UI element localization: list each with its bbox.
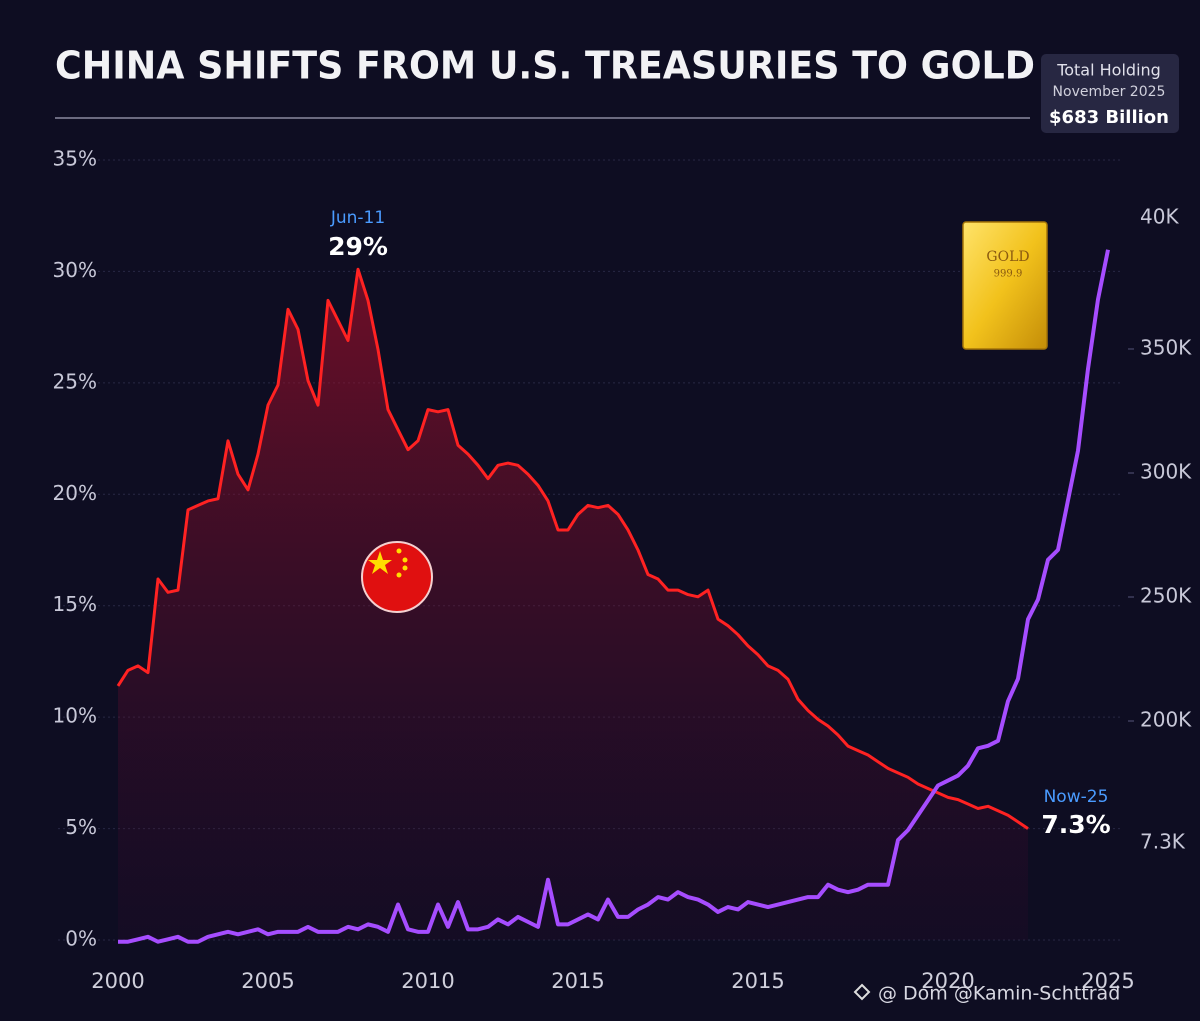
x-tick-label: 2005 (241, 969, 294, 993)
y-tick-label: 0% (65, 927, 97, 951)
y-tick-label: 20% (53, 481, 97, 505)
y-tick-label: 30% (53, 258, 97, 282)
gold-bar: GOLD 999.9 (962, 221, 1048, 350)
annotation-date: Jun-11 (330, 208, 385, 228)
y-tick-label: 15% (53, 592, 97, 616)
line (116, 267, 1029, 830)
y-tick-label: 25% (53, 369, 97, 393)
holding-date: November 2025 (1053, 84, 1166, 100)
annotation-value: 7.3% (1041, 810, 1110, 839)
chart-title: CHINA SHIFTS FROM U.S. TREASURIES TO GOL… (55, 44, 1035, 88)
x-tick-label: 2025 (1081, 969, 1134, 993)
y2-tick-label: 7.3K (1140, 830, 1186, 854)
x-tick-label: 2015 (551, 969, 604, 993)
y-tick-label: 5% (65, 815, 97, 839)
x-tick-label: 2020 (921, 969, 974, 993)
watermark: @ Dom @Kamin-Schttrad (878, 983, 1120, 1005)
plot-area: 0% 5% 10% 15% 20% 25% 30% 35% 200K 250K 300K 350K 40… (53, 147, 1193, 994)
annotation-date: Now-25 (1044, 787, 1109, 807)
holding-title: Total Holding (1056, 61, 1161, 80)
y2-tick-label: 300K (1140, 459, 1192, 483)
y2-tick-label: 350K (1140, 335, 1192, 359)
y2-tick-label: 250K (1140, 583, 1192, 607)
x-tick-label: 2010 (401, 969, 454, 993)
area (118, 269, 1028, 940)
y2-tick-label: 40K (1140, 205, 1179, 229)
annotation-value: 29% (328, 232, 388, 261)
y-tick-label: 35% (53, 147, 97, 171)
y2-tick-label: 200K (1140, 708, 1192, 732)
x-tick-label: 2000 (91, 969, 144, 993)
watermark-icon (853, 983, 871, 1001)
x-tick-label: 2015 (731, 969, 784, 993)
holding-box (1041, 54, 1179, 133)
gold-label: GOLD (986, 249, 1029, 265)
china-flag (361, 541, 433, 613)
holding-amount: $683 Billion (1049, 107, 1169, 128)
line (118, 249, 1110, 944)
gold-purity: 999.9 (994, 269, 1023, 280)
y-tick-label: 10% (53, 704, 97, 728)
